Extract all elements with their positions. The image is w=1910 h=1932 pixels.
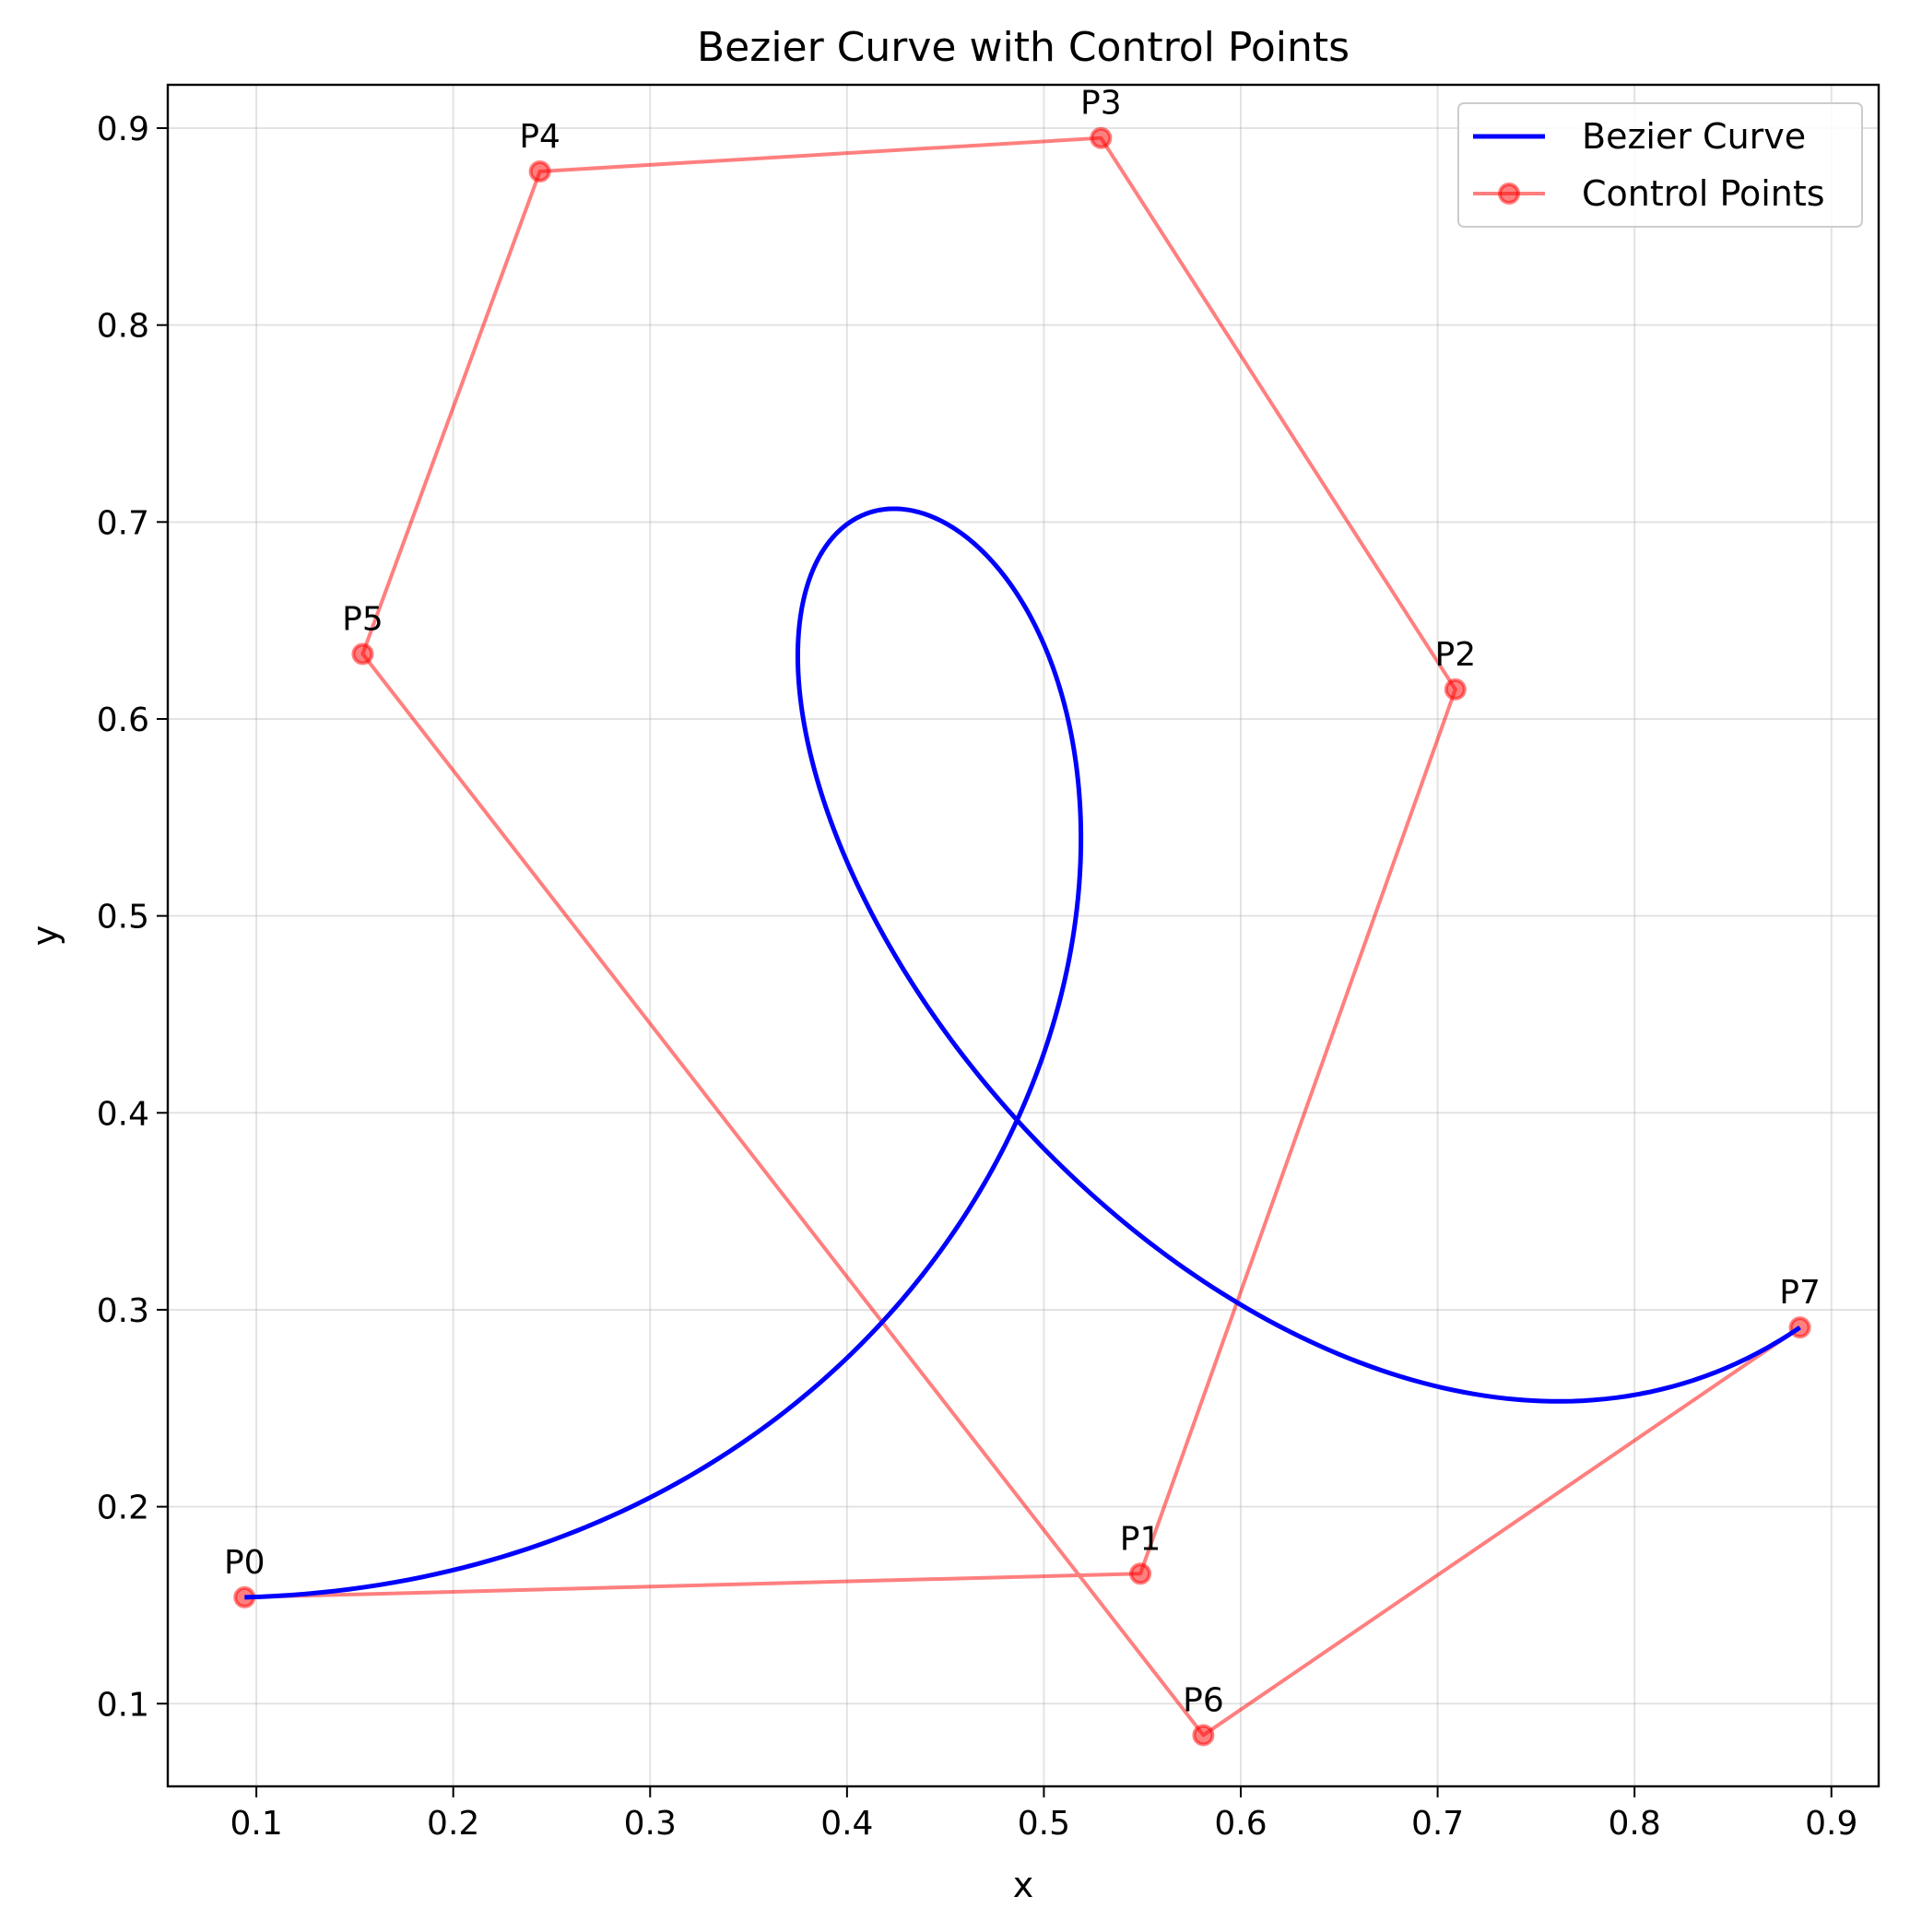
legend-label-control-points: Control Points bbox=[1582, 173, 1825, 214]
control-point-label: P1 bbox=[1120, 1520, 1161, 1558]
control-point-label: P3 bbox=[1080, 85, 1122, 123]
legend-label-bezier-curve: Bezier Curve bbox=[1582, 116, 1806, 157]
y-axis-label: y bbox=[25, 925, 65, 947]
x-axis: 0.1 0.2 0.3 0.4 0.5 0.6 0.7 0.8 0.9 bbox=[230, 1786, 1857, 1843]
x-tick-label: 0.9 bbox=[1805, 1805, 1857, 1843]
y-tick-label: 0.6 bbox=[97, 701, 149, 739]
x-tick-label: 0.2 bbox=[427, 1805, 479, 1843]
grid-lines bbox=[168, 85, 1879, 1786]
x-tick-label: 0.1 bbox=[230, 1805, 282, 1843]
y-tick-label: 0.2 bbox=[97, 1490, 149, 1527]
y-tick-label: 0.3 bbox=[97, 1292, 149, 1330]
y-tick-label: 0.4 bbox=[97, 1095, 149, 1133]
control-point-marker bbox=[1129, 1562, 1152, 1585]
bezier-curve-layer bbox=[244, 506, 1801, 1600]
y-tick-label: 0.8 bbox=[97, 308, 149, 346]
control-point-marker bbox=[1444, 677, 1467, 701]
legend: Bezier Curve Control Points bbox=[1457, 102, 1863, 228]
control-polygon bbox=[233, 126, 1811, 1747]
y-tick-label: 0.7 bbox=[97, 504, 149, 542]
control-polygon-line bbox=[244, 135, 1801, 1738]
x-tick-label: 0.7 bbox=[1411, 1805, 1464, 1843]
chart-title: Bezier Curve with Control Points bbox=[697, 24, 1350, 71]
x-axis-label: x bbox=[1013, 1865, 1034, 1905]
plot-frame bbox=[166, 83, 1881, 1788]
bezier-curve-line bbox=[244, 506, 1801, 1600]
control-point-label: P4 bbox=[519, 118, 560, 156]
legend-marker-control-points bbox=[1498, 183, 1520, 205]
legend-box bbox=[1457, 102, 1863, 228]
control-point-marker bbox=[1090, 126, 1113, 149]
x-tick-label: 0.6 bbox=[1214, 1805, 1267, 1843]
control-point-marker bbox=[1192, 1724, 1215, 1747]
y-tick-label: 0.9 bbox=[97, 111, 149, 148]
control-point-label: P7 bbox=[1779, 1274, 1821, 1312]
control-point-marker bbox=[528, 160, 551, 183]
y-axis: 0.1 0.2 0.3 0.4 0.5 0.6 0.7 0.8 0.9 bbox=[97, 111, 168, 1724]
control-point-label: P2 bbox=[1434, 636, 1476, 674]
x-tick-label: 0.3 bbox=[624, 1805, 677, 1843]
y-tick-label: 0.1 bbox=[97, 1686, 149, 1724]
x-tick-label: 0.8 bbox=[1609, 1805, 1661, 1843]
x-tick-label: 0.4 bbox=[820, 1805, 873, 1843]
control-point-marker bbox=[351, 642, 374, 666]
control-point-label: P0 bbox=[224, 1544, 265, 1582]
control-point-label: P5 bbox=[342, 600, 383, 638]
x-tick-label: 0.5 bbox=[1018, 1805, 1070, 1843]
point-labels: P0 P1 P2 P3 P4 P5 P6 P7 bbox=[224, 85, 1821, 1720]
control-point-label: P6 bbox=[1183, 1681, 1224, 1719]
y-tick-label: 0.5 bbox=[97, 899, 149, 937]
